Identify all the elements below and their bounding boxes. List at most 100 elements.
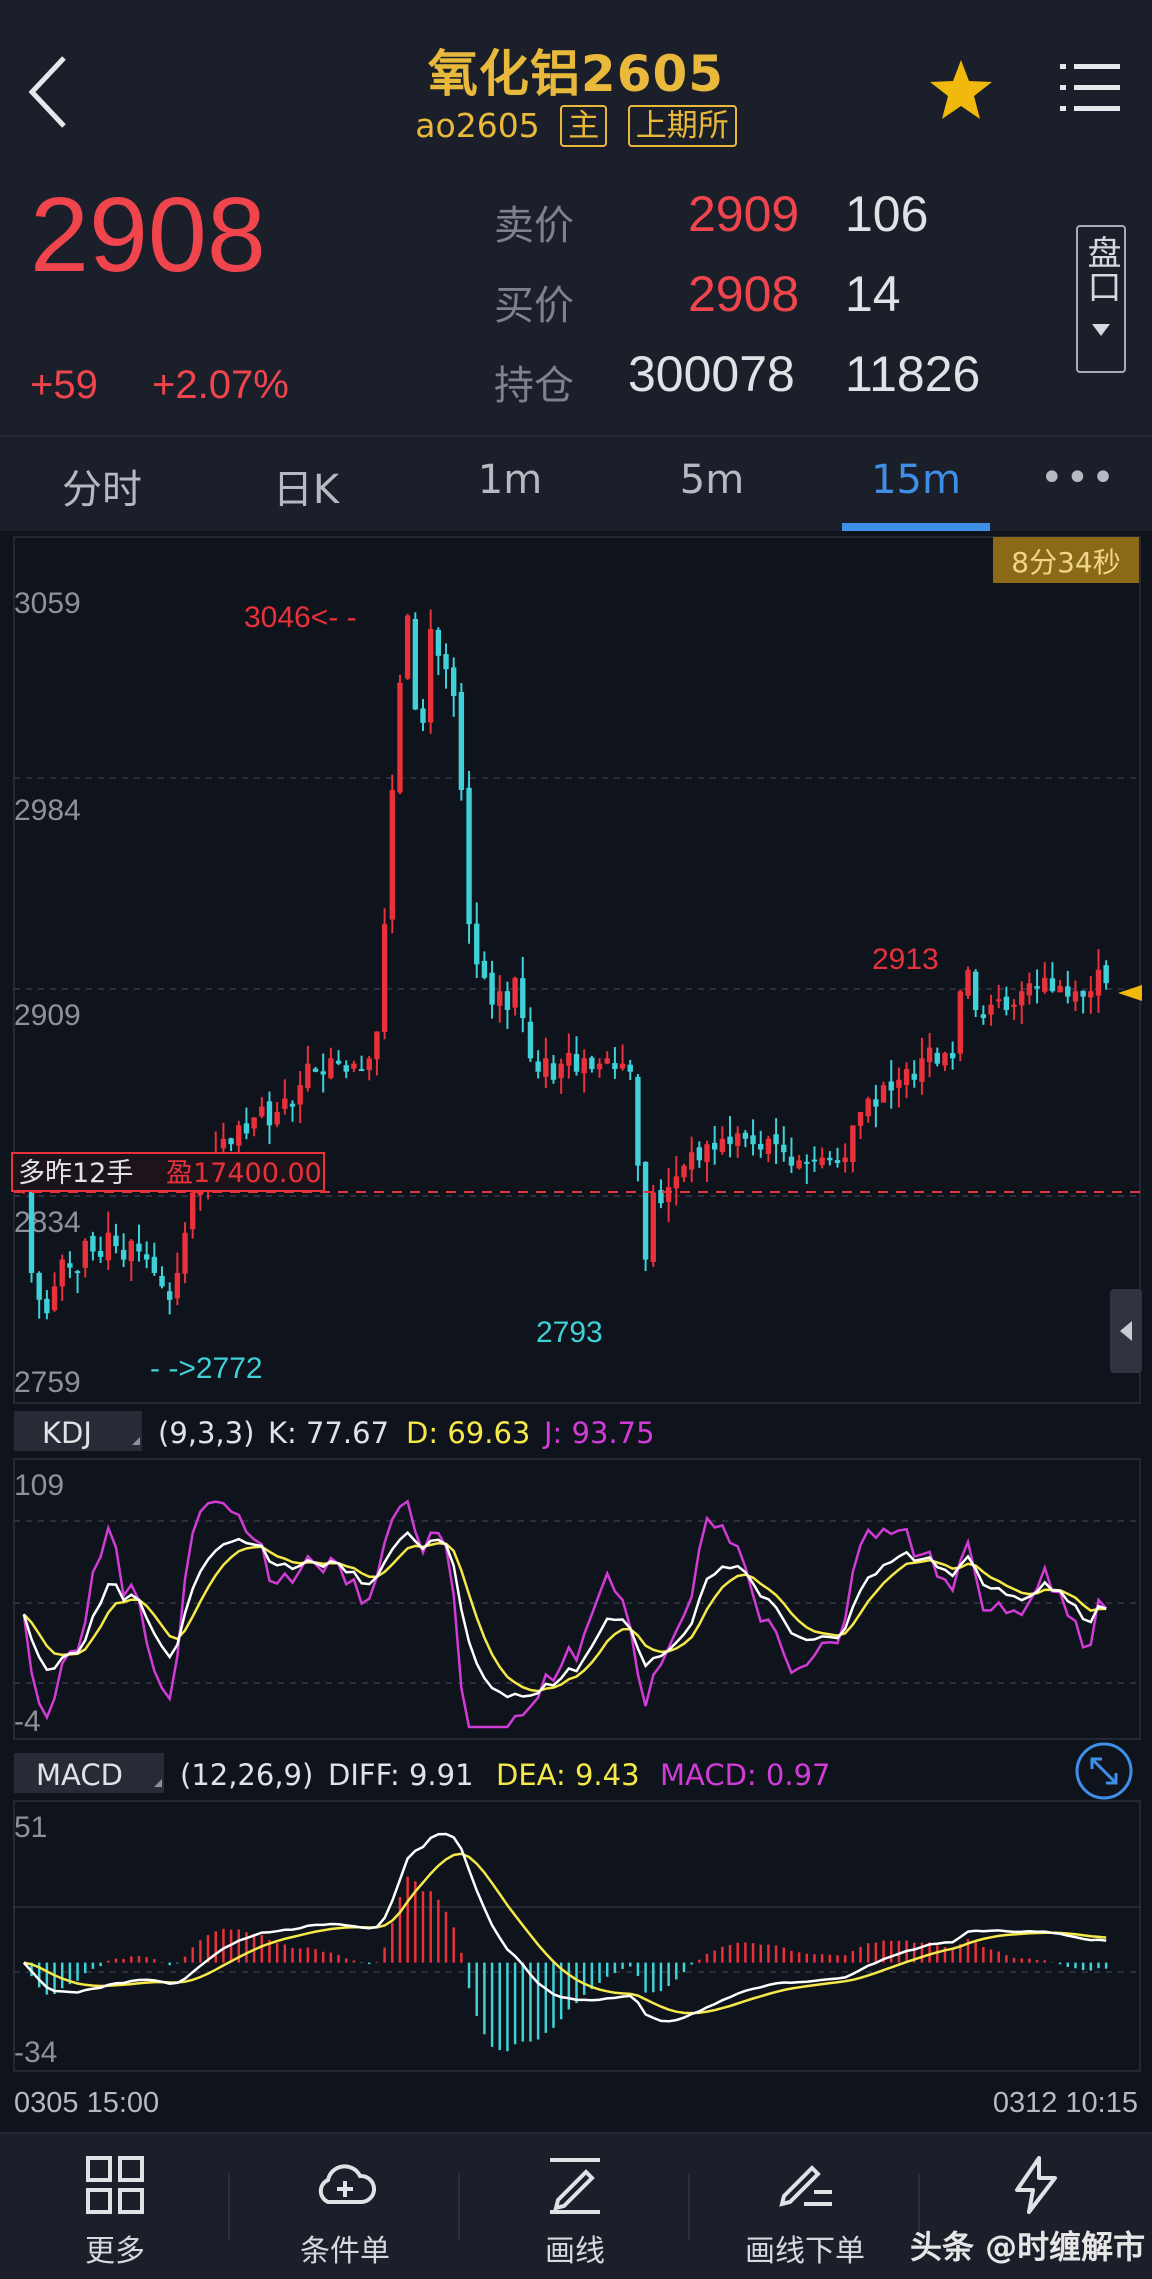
price-change-pct: +2.07%: [152, 363, 289, 407]
candle-body: [1049, 978, 1056, 992]
low-price-label: - ->2772: [150, 1352, 263, 1385]
candle-body: [880, 1085, 887, 1103]
kdj-y-top: 109: [14, 1469, 64, 1502]
candle-body: [443, 654, 449, 670]
position-tag[interactable]: [11, 1152, 325, 1192]
candle-body: [497, 991, 503, 1006]
candle-body: [612, 1063, 618, 1070]
candle-body: [351, 1063, 357, 1069]
pen-order-icon: [779, 2165, 832, 2207]
conditional-order-button[interactable]: 条件单: [230, 2154, 460, 2270]
back-arrow-icon[interactable]: [24, 52, 74, 132]
candle-body: [1042, 977, 1048, 992]
candle-body: [903, 1069, 910, 1085]
local-high-label: 2913: [872, 943, 939, 976]
candle-body: [474, 923, 480, 965]
kdj-k-value: K: 77.67: [268, 1416, 389, 1450]
bid-price: 2908: [688, 266, 800, 322]
macd-selector[interactable]: [14, 1753, 164, 1793]
contract-subline: ao2605 主 上期所: [0, 104, 1152, 147]
local-low-label: 2793: [536, 1316, 603, 1349]
y-tick-3059: 3059: [14, 587, 81, 620]
candle-body: [949, 1052, 956, 1059]
candle-body: [312, 1068, 319, 1072]
bottom-toolbar: 更多 条件单 画线 画线下单 头条 @时缠解市: [0, 2132, 1152, 2279]
y-tick-2759: 2759: [14, 1366, 81, 1399]
tab-5m[interactable]: 5m: [679, 457, 745, 503]
macd-histogram: [30, 1876, 1108, 2052]
header-bar: 氧化铝2605 ao2605 主 上期所: [0, 0, 1152, 175]
candle-body: [650, 1192, 656, 1262]
chart-area[interactable]: 8分34秒 3059 2984 2909 2834 2759 3046<- - …: [0, 531, 1152, 2132]
candle-body: [97, 1250, 104, 1257]
candle-body: [136, 1243, 142, 1252]
candle-body: [190, 1192, 196, 1230]
watermark-text: 头条 @时缠解市: [910, 2228, 1146, 2266]
candle-body: [704, 1144, 710, 1163]
candle-body: [827, 1157, 833, 1161]
candle-body: [635, 1076, 641, 1166]
tab-1m[interactable]: 1m: [477, 457, 543, 503]
candle-body: [735, 1133, 741, 1146]
kdj-dropdown-icon: [132, 1437, 140, 1445]
candle-body: [781, 1144, 787, 1153]
tab-intraday[interactable]: 分时: [62, 467, 142, 513]
candle-body: [627, 1064, 633, 1072]
y-tick-2834: 2834: [14, 1206, 81, 1239]
candle-body: [811, 1159, 818, 1162]
price-change: +59: [30, 363, 98, 407]
position-pnl: 盈17400.00: [166, 1158, 322, 1189]
candle-body: [996, 999, 1002, 1002]
candle-body: [558, 1063, 564, 1079]
kdj-selector[interactable]: [14, 1411, 142, 1451]
tab-daily[interactable]: 日K: [272, 467, 340, 513]
candle-body: [1034, 986, 1040, 989]
kdj-k-line: [22, 1530, 1107, 1699]
ask-label: 卖价: [494, 203, 574, 249]
macd-name: MACD: [36, 1758, 123, 1792]
candle-body: [381, 924, 388, 1033]
position-label: 多昨12手: [18, 1158, 133, 1189]
draw-line-label: 画线: [545, 2234, 605, 2269]
bar-countdown: 8分34秒: [1011, 546, 1120, 579]
draw-line-order-button[interactable]: 画线下单: [690, 2154, 920, 2270]
candle-body: [427, 628, 434, 723]
macd-dropdown-icon: [154, 1779, 162, 1787]
candle-body: [451, 667, 457, 697]
candle-body: [489, 972, 495, 1005]
candle-body: [765, 1138, 772, 1154]
macd-lines: [22, 1832, 1107, 2023]
chevron-down-icon: [1092, 324, 1110, 336]
more-periods-icon[interactable]: •••: [1040, 455, 1117, 501]
candle-body: [520, 978, 526, 1019]
tab-15m[interactable]: 15m: [871, 457, 961, 503]
candle-body: [819, 1157, 825, 1166]
candle-body: [220, 1138, 227, 1149]
candle-body: [404, 615, 411, 679]
candle-body: [335, 1060, 342, 1064]
candle-body: [1003, 996, 1010, 1011]
flash-order-button[interactable]: [920, 2154, 1152, 2216]
more-button[interactable]: 更多: [0, 2154, 230, 2270]
menu-icon[interactable]: [1060, 62, 1120, 114]
macd-diff-line: [22, 1832, 1107, 2023]
candle-body: [696, 1147, 703, 1161]
candle-body: [658, 1189, 664, 1204]
macd-y-bottom: -34: [14, 2036, 57, 2069]
kdj-j-line: [22, 1499, 1108, 1729]
lightning-icon: [1015, 2156, 1057, 2214]
order-book-button[interactable]: 盘口: [1076, 225, 1126, 373]
candle-body: [228, 1138, 234, 1145]
draw-line-button[interactable]: 画线: [460, 2154, 690, 2270]
candle-body: [143, 1254, 150, 1260]
kdj-params: (9,3,3): [158, 1416, 254, 1450]
candle-body: [435, 629, 442, 656]
candle-body: [550, 1063, 557, 1080]
favorite-star-icon[interactable]: [928, 58, 994, 122]
main-contract-tag: 主: [560, 104, 608, 147]
kdj-j-value: J: 93.75: [542, 1416, 655, 1450]
candle-body: [320, 1071, 326, 1075]
candle-body: [282, 1098, 288, 1109]
expand-chart-icon[interactable]: [1075, 1742, 1133, 1800]
candle-body: [758, 1143, 764, 1150]
